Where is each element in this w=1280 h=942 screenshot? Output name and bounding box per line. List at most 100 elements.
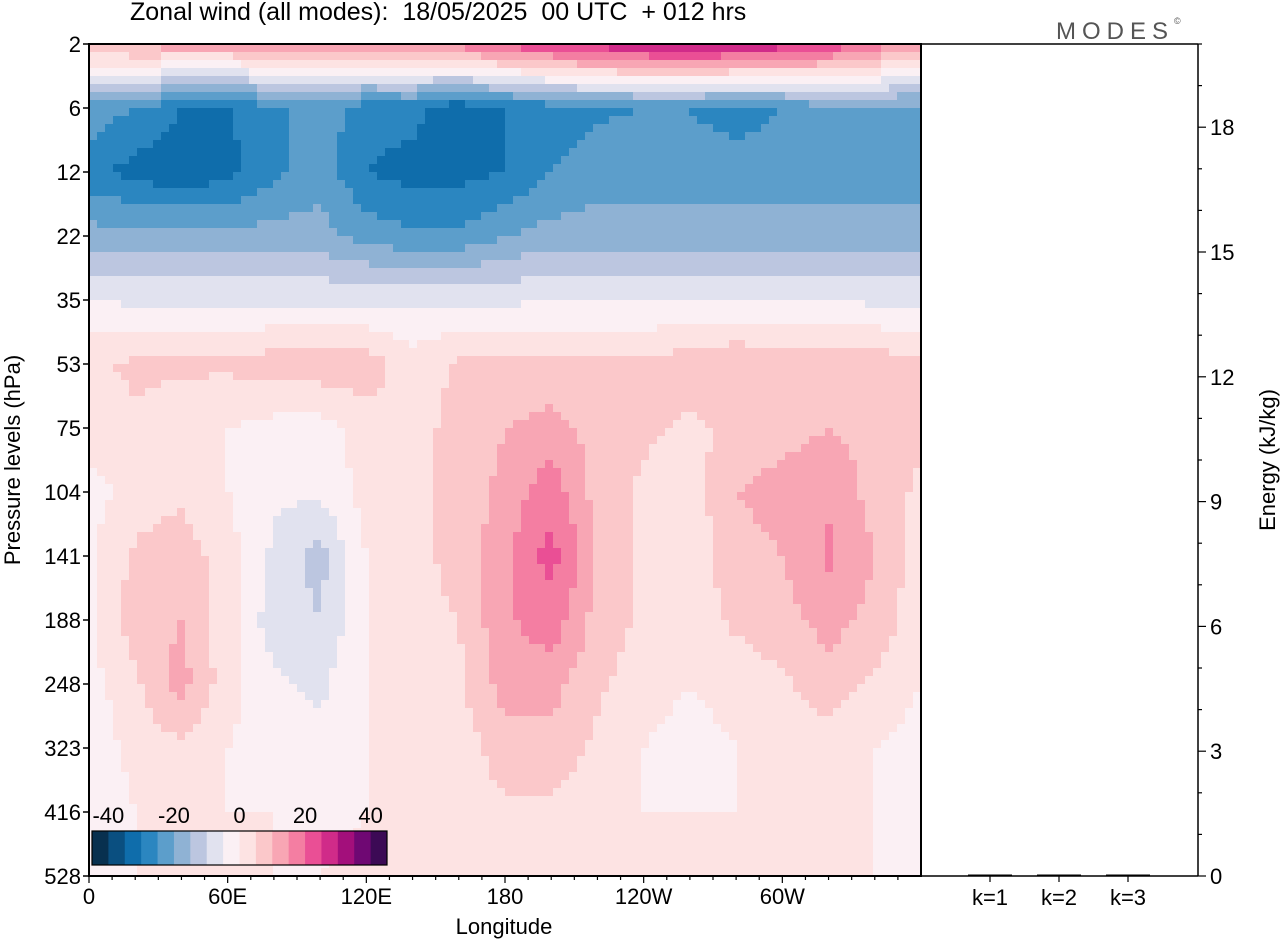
heatmap-cell (321, 196, 330, 205)
heatmap-cell (217, 396, 226, 405)
heatmap-cell (577, 356, 586, 365)
heatmap-cell (177, 172, 186, 181)
heatmap-cell (369, 236, 378, 245)
heatmap-cell (841, 172, 850, 181)
heatmap-cell (841, 44, 850, 53)
heatmap-cell (553, 244, 562, 253)
heatmap-cell (89, 188, 98, 197)
heatmap-cell (577, 116, 586, 125)
heatmap-cell (409, 308, 418, 317)
heatmap-cell (785, 348, 794, 357)
heatmap-cell (553, 204, 562, 213)
heatmap-cell (345, 420, 354, 429)
heatmap-cell (801, 380, 810, 389)
heatmap-cell (305, 180, 314, 189)
heatmap-cell (209, 244, 218, 253)
heatmap-cell (865, 140, 874, 149)
heatmap-cell (849, 132, 858, 141)
heatmap-cell (337, 124, 346, 133)
heatmap-cell (233, 44, 242, 53)
heatmap-cell (553, 140, 562, 149)
heatmap-cell (89, 52, 98, 61)
heatmap-cell (465, 268, 474, 277)
heatmap-cell (905, 364, 914, 373)
heatmap-cell (697, 340, 706, 349)
heatmap-cell (625, 228, 634, 237)
heatmap-cell (617, 372, 626, 381)
heatmap-cell (393, 52, 402, 61)
heatmap-cell (377, 260, 386, 269)
heatmap-cell (537, 172, 546, 181)
heatmap-cell (577, 260, 586, 269)
heatmap-cell (569, 132, 578, 141)
heatmap-cell (721, 156, 730, 165)
heatmap-cell (153, 292, 162, 301)
heatmap-cell (265, 84, 274, 93)
heatmap-cell (137, 148, 146, 157)
heatmap-cell (161, 364, 170, 373)
heatmap-cell (273, 44, 282, 53)
heatmap-cell (425, 84, 434, 93)
heatmap-cell (169, 252, 178, 261)
heatmap-cell (889, 164, 898, 173)
heatmap-cell (561, 188, 570, 197)
heatmap-cell (809, 300, 818, 309)
heatmap-cell (849, 412, 858, 421)
heatmap-cell (185, 420, 194, 429)
heatmap-cell (809, 140, 818, 149)
heatmap-cell (225, 172, 234, 181)
heatmap-cell (905, 332, 914, 341)
heatmap-cell (545, 76, 554, 85)
heatmap-cell (825, 84, 834, 93)
heatmap-cell (409, 300, 418, 309)
heatmap-cell (425, 60, 434, 69)
heatmap-cell (105, 380, 114, 389)
heatmap-cell (817, 68, 826, 77)
heatmap-cell (577, 124, 586, 133)
heatmap-cell (889, 196, 898, 205)
heatmap-cell (617, 420, 626, 429)
heatmap-cell (457, 308, 466, 317)
heatmap-cell (817, 172, 826, 181)
heatmap-cell (385, 164, 394, 173)
heatmap-cell (625, 108, 634, 117)
heatmap-cell (857, 380, 866, 389)
heatmap-cell (857, 196, 866, 205)
heatmap-cell (233, 76, 242, 85)
heatmap-cell (721, 316, 730, 325)
heatmap-cell (417, 348, 426, 357)
heatmap-cell (553, 404, 562, 413)
heatmap-cell (409, 324, 418, 333)
heatmap-cell (137, 108, 146, 117)
heatmap-cell (641, 236, 650, 245)
heatmap-cell (697, 108, 706, 117)
heatmap-cell (489, 252, 498, 261)
heatmap-cell (777, 380, 786, 389)
heatmap-cell (185, 356, 194, 365)
heatmap-cell (225, 396, 234, 405)
heatmap-cell (793, 68, 802, 77)
heatmap-cell (809, 124, 818, 133)
heatmap-cell (161, 324, 170, 333)
heatmap-cell (425, 356, 434, 365)
heatmap-cell (841, 316, 850, 325)
heatmap-cell (881, 164, 890, 173)
heatmap-cell (473, 60, 482, 69)
heatmap-cell (329, 44, 338, 53)
heatmap-cell (657, 340, 666, 349)
heatmap-cell (513, 396, 522, 405)
heatmap-cell (801, 188, 810, 197)
heatmap-cell (809, 228, 818, 237)
heatmap-cell (569, 220, 578, 229)
heatmap-cell (793, 420, 802, 429)
heatmap-cell (497, 204, 506, 213)
heatmap-cell (753, 332, 762, 341)
heatmap-cell (585, 348, 594, 357)
heatmap-cell (257, 404, 266, 413)
heatmap-cell (785, 124, 794, 133)
heatmap-cell (313, 108, 322, 117)
heatmap-cell (385, 284, 394, 293)
heatmap-cell (281, 284, 290, 293)
heatmap-cell (129, 108, 138, 117)
heatmap-cell (505, 196, 514, 205)
